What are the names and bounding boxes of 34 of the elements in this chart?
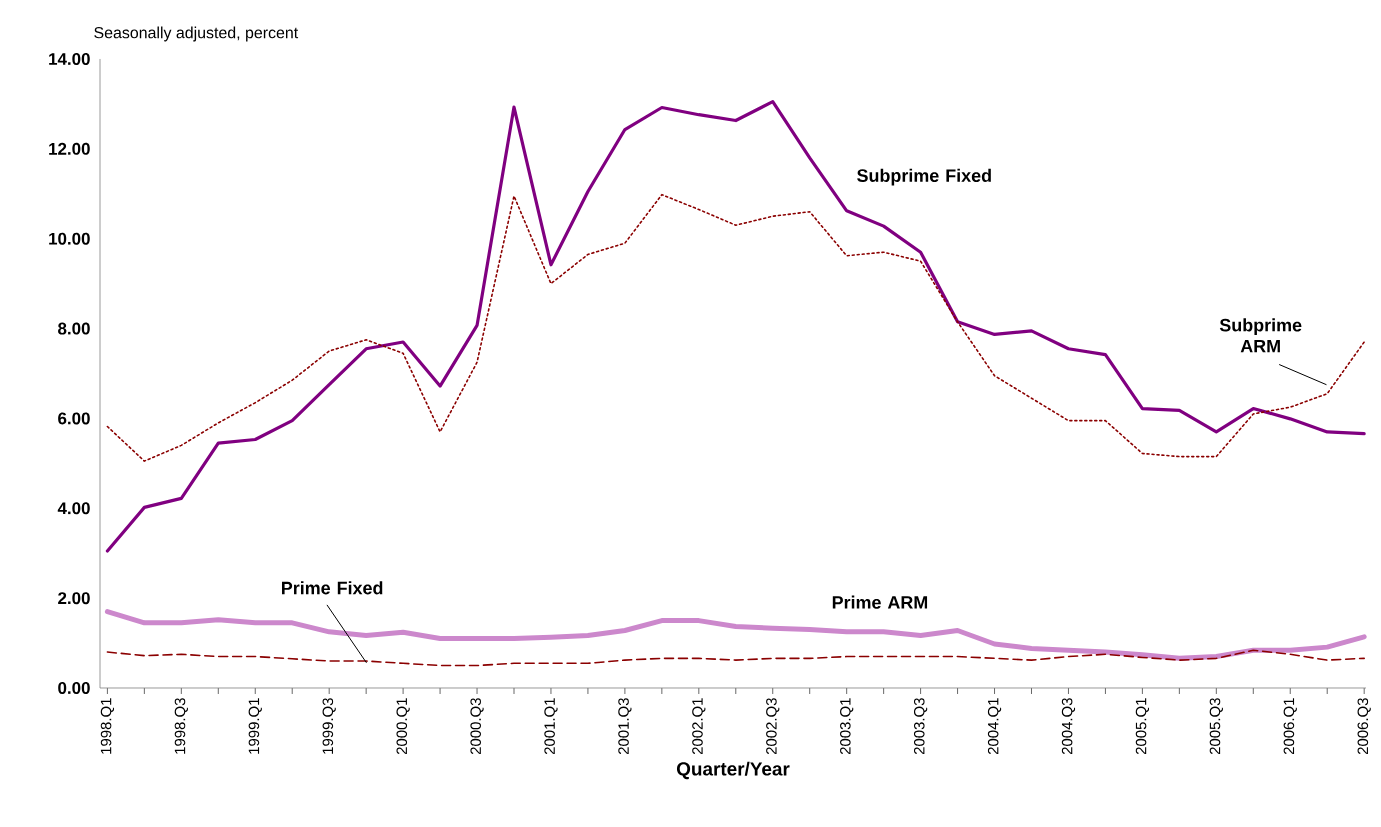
x-tick-label: 2002.Q3 [766,698,780,755]
x-tick-label: 2004.Q1 [987,698,1002,755]
line-series [106,193,1365,462]
x-tick-label: 2005.Q3 [1209,698,1223,755]
y-tick-label: 8.00 [58,322,90,335]
x-axis-title: Quarter/Year [676,761,790,780]
x-tick-label: 1999.Q3 [322,698,336,754]
y-tick-label: 14.00 [49,52,90,65]
y-tick-label: 2.00 [58,592,90,605]
text: Subprime ARM [1219,318,1302,353]
x-tick-label: 2004.Q3 [1061,698,1076,755]
x-tick-label: 2000.Q1 [396,698,410,755]
y-tick-label: 6.00 [58,412,90,425]
x-tick-label: 1998.Q3 [174,698,188,754]
x-tick-label: 2003.Q3 [913,698,928,755]
x-tick-label: 2001.Q1 [544,698,558,755]
x-tick-label: 2003.Q1 [840,698,854,755]
y-tick-label: 0.00 [58,682,90,694]
x-tick-label: 1999.Q1 [248,698,262,754]
x-tick-label: 2000.Q3 [470,698,484,755]
text: Prime Fixed [282,581,383,595]
x-tick-label: 2006.Q1 [1283,698,1297,755]
x-tick-label: 2002.Q1 [692,698,706,755]
x-tick-label: 2005.Q1 [1135,698,1150,755]
series-label: Prime ARM [832,595,928,609]
x-tick-label: 2006.Q3 [1357,698,1371,755]
series-label: Subprime Fixed [857,168,991,186]
y-axis-title: Seasonally adjusted, percent [94,26,299,42]
x-tick-label: 2001.Q3 [618,698,632,755]
line-series [105,100,1366,553]
y-tick-label: 12.00 [49,142,90,155]
y-tick-label: 4.00 [57,502,90,515]
x-tick-label: 1998.Q1 [100,698,115,754]
y-tick-label: 10.00 [49,232,90,245]
